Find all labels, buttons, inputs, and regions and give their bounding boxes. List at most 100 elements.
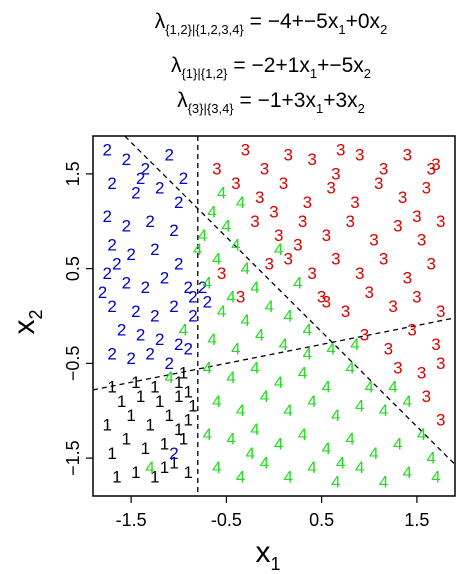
point-class-4: 4 bbox=[379, 472, 388, 491]
point-class-2: 2 bbox=[117, 321, 126, 340]
x-tick-label: 1.5 bbox=[404, 510, 429, 530]
point-class-4: 4 bbox=[212, 392, 221, 411]
point-class-2: 2 bbox=[103, 264, 112, 283]
point-class-1: 1 bbox=[126, 406, 135, 425]
point-class-4: 4 bbox=[207, 330, 216, 349]
point-class-1: 1 bbox=[174, 373, 183, 392]
point-class-3: 3 bbox=[426, 160, 435, 179]
point-class-4: 4 bbox=[164, 368, 173, 387]
point-class-4: 4 bbox=[217, 183, 226, 202]
point-class-3: 3 bbox=[326, 179, 335, 198]
y-tick-label: 0.5 bbox=[63, 256, 83, 281]
point-class-4: 4 bbox=[322, 378, 331, 397]
point-class-3: 3 bbox=[436, 302, 445, 321]
point-class-3: 3 bbox=[250, 212, 259, 231]
point-class-2: 2 bbox=[131, 183, 140, 202]
point-class-2: 2 bbox=[136, 325, 145, 344]
point-class-3: 3 bbox=[384, 340, 393, 359]
point-class-4: 4 bbox=[212, 250, 221, 269]
x-tick-label: -1.5 bbox=[116, 510, 147, 530]
point-class-3: 3 bbox=[403, 269, 412, 288]
axes: -1.5 -0.5 0.5 1.5 −1.5 −0.5 0.5 1.5 bbox=[63, 161, 429, 530]
point-class-3: 3 bbox=[379, 250, 388, 269]
point-class-4: 4 bbox=[350, 335, 359, 354]
point-class-1: 1 bbox=[107, 378, 116, 397]
point-class-3: 3 bbox=[341, 302, 350, 321]
point-class-3: 3 bbox=[417, 231, 426, 250]
point-class-4: 4 bbox=[226, 288, 235, 307]
point-class-1: 1 bbox=[184, 411, 193, 430]
point-class-4: 4 bbox=[322, 439, 331, 458]
boundary-line-3 bbox=[123, 136, 455, 465]
point-class-4: 4 bbox=[203, 273, 212, 292]
point-class-4: 4 bbox=[303, 344, 312, 363]
point-class-1: 1 bbox=[164, 406, 173, 425]
point-class-4: 4 bbox=[250, 278, 259, 297]
point-class-2: 2 bbox=[169, 444, 178, 463]
point-class-4: 4 bbox=[279, 335, 288, 354]
point-class-3: 3 bbox=[350, 193, 359, 212]
point-class-3: 3 bbox=[265, 254, 274, 273]
point-class-2: 2 bbox=[169, 221, 178, 240]
point-class-2: 2 bbox=[188, 307, 197, 326]
point-class-1: 1 bbox=[169, 453, 178, 472]
point-class-1: 1 bbox=[117, 392, 126, 411]
point-class-3: 3 bbox=[426, 254, 435, 273]
point-class-2: 2 bbox=[179, 169, 188, 188]
y-axis-label: x2 bbox=[8, 309, 46, 334]
point-class-4: 4 bbox=[245, 444, 254, 463]
point-class-4: 4 bbox=[236, 193, 245, 212]
point-class-4: 4 bbox=[403, 463, 412, 482]
point-class-4: 4 bbox=[226, 368, 235, 387]
point-class-3: 3 bbox=[293, 235, 302, 254]
point-class-2: 2 bbox=[184, 340, 193, 359]
point-class-3: 3 bbox=[345, 212, 354, 231]
point-class-3: 3 bbox=[274, 226, 283, 245]
point-class-4: 4 bbox=[426, 449, 435, 468]
point-class-3: 3 bbox=[231, 174, 240, 193]
point-class-3: 3 bbox=[398, 188, 407, 207]
point-class-3: 3 bbox=[436, 354, 445, 373]
point-class-3: 3 bbox=[417, 363, 426, 382]
point-class-1: 1 bbox=[184, 463, 193, 482]
point-class-4: 4 bbox=[241, 259, 250, 278]
point-class-4: 4 bbox=[331, 406, 340, 425]
point-class-3: 3 bbox=[403, 145, 412, 164]
point-class-3: 3 bbox=[303, 193, 312, 212]
point-class-2: 2 bbox=[184, 278, 193, 297]
point-class-2: 2 bbox=[122, 273, 131, 292]
point-class-2: 2 bbox=[174, 193, 183, 212]
point-class-4: 4 bbox=[303, 321, 312, 340]
point-class-1: 1 bbox=[179, 363, 188, 382]
point-class-4: 4 bbox=[274, 434, 283, 453]
point-class-1: 1 bbox=[107, 444, 116, 463]
point-class-3: 3 bbox=[236, 288, 245, 307]
point-class-3: 3 bbox=[217, 264, 226, 283]
point-class-2: 2 bbox=[107, 174, 116, 193]
point-class-2: 2 bbox=[141, 160, 150, 179]
point-class-4: 4 bbox=[326, 340, 335, 359]
point-class-2: 2 bbox=[164, 354, 173, 373]
point-class-4: 4 bbox=[226, 430, 235, 449]
point-class-3: 3 bbox=[374, 174, 383, 193]
point-class-4: 4 bbox=[355, 397, 364, 416]
point-class-1: 1 bbox=[131, 463, 140, 482]
point-class-3: 3 bbox=[355, 264, 364, 283]
point-class-3: 3 bbox=[331, 250, 340, 269]
point-class-4: 4 bbox=[203, 359, 212, 378]
point-class-1: 1 bbox=[160, 434, 169, 453]
equation-3: λ{3}|{3,4} = −1+3x1+3x2 bbox=[177, 89, 365, 116]
point-class-2: 2 bbox=[145, 344, 154, 363]
point-class-2: 2 bbox=[198, 278, 207, 297]
point-class-4: 4 bbox=[293, 273, 302, 292]
point-class-1: 1 bbox=[179, 430, 188, 449]
point-class-1: 1 bbox=[103, 415, 112, 434]
point-class-2: 2 bbox=[145, 212, 154, 231]
point-class-1: 1 bbox=[150, 378, 159, 397]
point-class-2: 2 bbox=[164, 145, 173, 164]
point-class-4: 4 bbox=[345, 359, 354, 378]
point-class-4: 4 bbox=[331, 472, 340, 491]
point-class-4: 4 bbox=[236, 401, 245, 420]
point-class-3: 3 bbox=[360, 325, 369, 344]
